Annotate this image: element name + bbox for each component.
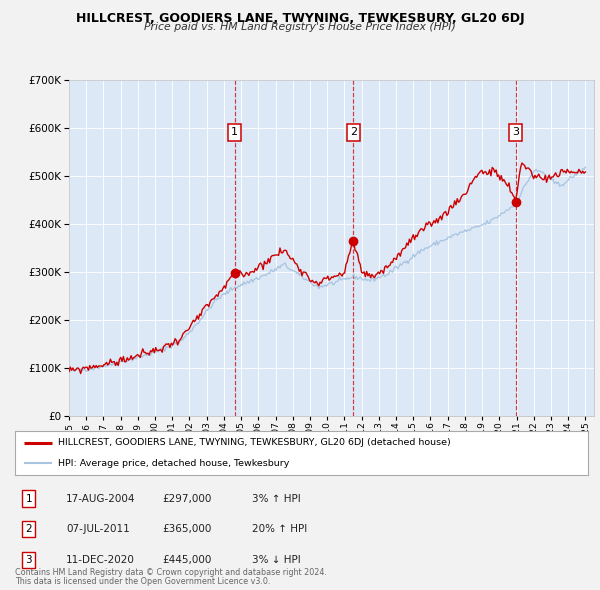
Text: HILLCREST, GOODIERS LANE, TWYNING, TEWKESBURY, GL20 6DJ: HILLCREST, GOODIERS LANE, TWYNING, TEWKE… xyxy=(76,12,524,25)
Text: This data is licensed under the Open Government Licence v3.0.: This data is licensed under the Open Gov… xyxy=(15,578,271,586)
Text: Price paid vs. HM Land Registry's House Price Index (HPI): Price paid vs. HM Land Registry's House … xyxy=(144,22,456,32)
Text: 07-JUL-2011: 07-JUL-2011 xyxy=(66,525,130,534)
Text: 3: 3 xyxy=(25,555,32,565)
Text: 2: 2 xyxy=(25,525,32,534)
Text: 11-DEC-2020: 11-DEC-2020 xyxy=(66,555,135,565)
Text: 1: 1 xyxy=(25,494,32,503)
Text: 3% ↓ HPI: 3% ↓ HPI xyxy=(252,555,301,565)
Text: 3% ↑ HPI: 3% ↑ HPI xyxy=(252,494,301,503)
Text: 3: 3 xyxy=(512,127,519,137)
Text: 1: 1 xyxy=(231,127,238,137)
Text: HPI: Average price, detached house, Tewkesbury: HPI: Average price, detached house, Tewk… xyxy=(58,458,289,467)
Text: £445,000: £445,000 xyxy=(162,555,211,565)
Text: Contains HM Land Registry data © Crown copyright and database right 2024.: Contains HM Land Registry data © Crown c… xyxy=(15,568,327,577)
Text: HILLCREST, GOODIERS LANE, TWYNING, TEWKESBURY, GL20 6DJ (detached house): HILLCREST, GOODIERS LANE, TWYNING, TEWKE… xyxy=(58,438,451,447)
Text: 17-AUG-2004: 17-AUG-2004 xyxy=(66,494,136,503)
Text: 2: 2 xyxy=(350,127,357,137)
Text: £297,000: £297,000 xyxy=(162,494,211,503)
Text: £365,000: £365,000 xyxy=(162,525,211,534)
Text: 20% ↑ HPI: 20% ↑ HPI xyxy=(252,525,307,534)
